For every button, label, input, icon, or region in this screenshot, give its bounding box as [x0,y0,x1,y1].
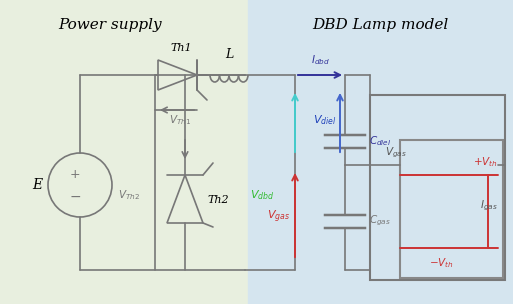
Text: $C_{diel}$: $C_{diel}$ [369,134,391,148]
Bar [248,0,513,304]
Text: $I_{dbd}$: $I_{dbd}$ [310,53,329,67]
Bar [370,95,505,280]
Text: $I_{gas}$: $I_{gas}$ [480,199,498,213]
Text: $+V_{th}$: $+V_{th}$ [473,155,498,169]
Bar [0,0,248,304]
Text: −: − [69,190,81,204]
Text: $V_{dbd}$: $V_{dbd}$ [250,188,274,202]
Text: +: + [70,168,81,181]
Text: Th1: Th1 [170,43,192,53]
Text: $V_{diel}$: $V_{diel}$ [313,113,337,127]
Text: Power supply: Power supply [58,18,162,32]
Text: $V_{Th2}$: $V_{Th2}$ [118,188,140,202]
Text: $C_{gas}$: $C_{gas}$ [369,214,391,228]
Text: $V_{gas}$: $V_{gas}$ [385,146,407,160]
Text: $-V_{th}$: $-V_{th}$ [429,256,453,270]
Text: $V_{gas}$: $V_{gas}$ [267,209,290,225]
Text: Th2: Th2 [207,195,229,205]
Text: E: E [32,178,42,192]
Text: $V_{Th1}$: $V_{Th1}$ [169,113,191,127]
Text: DBD Lamp model: DBD Lamp model [312,18,448,32]
Bar [400,140,503,278]
Text: L: L [225,48,233,61]
